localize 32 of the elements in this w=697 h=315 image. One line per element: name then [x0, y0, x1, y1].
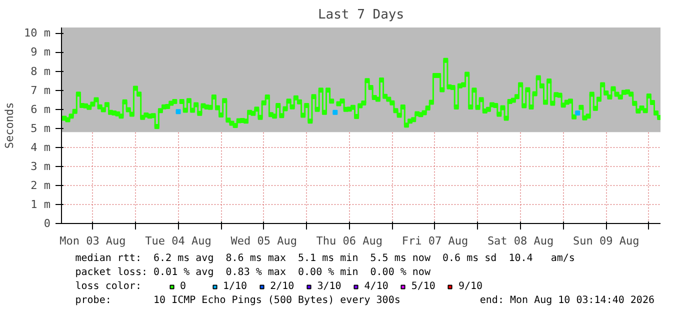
x-tick-label: Tue 04 Aug [145, 234, 212, 248]
y-tick-label: 8 m [30, 64, 51, 78]
x-tick-label: Sat 08 Aug [487, 234, 554, 248]
legend-label: 4/10 [364, 280, 388, 292]
legend-label: 3/10 [317, 280, 342, 292]
x-tick-label: Thu 06 Aug [316, 234, 383, 248]
legend-title: loss color: [75, 281, 142, 292]
legend-label: 2/10 [270, 280, 294, 292]
text: end: Mon Aug 10 03:14:40 2026 [480, 295, 654, 306]
x-tick-label: Sun 09 Aug [573, 234, 640, 248]
legend-label: 0 [180, 280, 188, 292]
text: packet loss: 0.01 % avg 0.83 % max 0.00 % min 0.00 % now [75, 267, 432, 278]
x-tick-label: Mon 03 Aug [60, 234, 126, 248]
y-tick-label: 2 m [30, 178, 51, 192]
y-tick-label: 9 m [30, 46, 51, 59]
y-tick-label: 3 m [30, 160, 51, 173]
text: median rtt: 6.2 ms avg 8.6 ms max 5.1 ms min 5.5 ms now 0.6 ms sd 10.4 am/s [75, 253, 575, 264]
legend-label: 9/10 [458, 280, 483, 292]
y-tick-label: 0 [44, 217, 50, 230]
y-tick-label: 7 m [30, 84, 51, 97]
y-tick-label: 10 m [24, 26, 51, 40]
y-tick-label: 5 m [30, 122, 51, 135]
x-tick-label: Fri 07 Aug [402, 234, 468, 248]
x-tick-label: Wed 05 Aug [230, 234, 297, 248]
y-tick-label: 6 m [30, 102, 51, 116]
legend-label: 1/10 [223, 280, 248, 292]
y-tick-label: 4 m [30, 140, 51, 154]
y-tick-label: 1 m [30, 198, 51, 211]
y-axis-title: Seconds [3, 102, 16, 149]
text: probe: 10 ICMP Echo Pings (500 Bytes) every 300s [75, 295, 400, 306]
chart-title: Last 7 Days [318, 8, 404, 22]
legend-label: 5/10 [411, 280, 436, 292]
